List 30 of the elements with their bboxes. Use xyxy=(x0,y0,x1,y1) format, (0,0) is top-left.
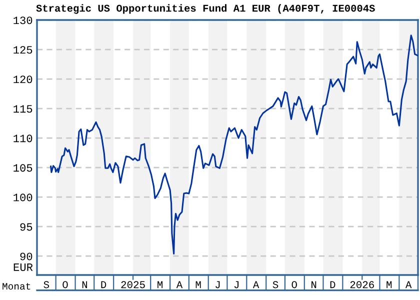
x-tick-label: M xyxy=(158,281,162,288)
y-tick-label: 90 xyxy=(20,252,32,260)
x-tick-label: S xyxy=(44,281,50,288)
x-tick-label: A xyxy=(176,281,183,288)
x-tick-label: J xyxy=(216,281,220,288)
x-tick-label: N xyxy=(82,281,87,288)
x-tick-label: O xyxy=(292,281,297,288)
x-tick-label: 2025 xyxy=(121,281,145,288)
x-tick-label: S xyxy=(272,281,278,288)
y-tick-label: 110 xyxy=(14,134,32,142)
y-tick-label: 105 xyxy=(14,164,32,172)
x-tick-label: A xyxy=(405,281,412,288)
x-tick-label: D xyxy=(101,281,106,288)
x-tick-label: N xyxy=(312,281,316,288)
x-tick-label: J xyxy=(234,281,238,288)
y-tick-label: 95 xyxy=(20,223,32,231)
y-tick-label: 115 xyxy=(14,105,32,113)
x-tick-label: O xyxy=(62,281,68,288)
x-tick-label: M xyxy=(196,281,201,288)
chart-title: Strategic US Opportunities Fund A1 EUR (A40F9T, IE0004S xyxy=(36,4,375,14)
x-tick-label: M xyxy=(386,281,392,288)
y-tick-label: 130 xyxy=(14,16,32,24)
x-tick-label: A xyxy=(252,281,260,288)
y-axis-title: EUR xyxy=(14,264,33,271)
y-tick-label: 100 xyxy=(14,194,32,202)
y-tick-label: 120 xyxy=(14,76,32,84)
y-tick-label: 125 xyxy=(14,46,32,54)
x-tick-label: 2026 xyxy=(350,281,374,288)
x-tick-label: D xyxy=(330,281,336,288)
x-axis-title: Monat xyxy=(2,283,30,290)
